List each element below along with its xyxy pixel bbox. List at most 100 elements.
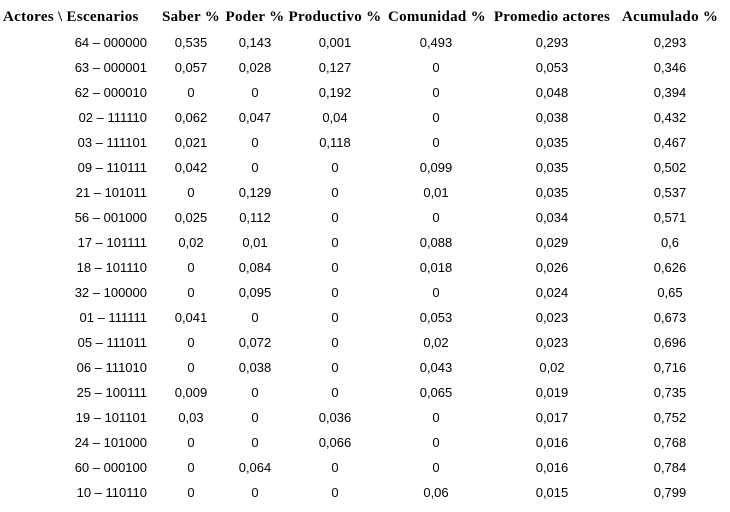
value-cell: 0,784 <box>653 460 687 475</box>
table-row: 09 – 110111 0,042 0 0 0,099 0,035 0,502 <box>0 155 730 180</box>
value-cell: 0,048 <box>535 85 569 100</box>
value-cell: 0 <box>187 335 195 350</box>
value-cell: 0,752 <box>653 410 687 425</box>
value-cell: 0,017 <box>535 410 569 425</box>
actor-scenario-cell: 19 – 101101 <box>75 410 147 425</box>
actor-scenario-cell: 06 – 111010 <box>76 360 147 375</box>
value-cell: 0 <box>432 460 440 475</box>
value-cell: 0 <box>251 435 259 450</box>
col-header-promedio-actores: Promedio actores <box>493 8 611 25</box>
value-cell: 0,192 <box>318 85 352 100</box>
value-cell: 0 <box>432 435 440 450</box>
col-header-productivo: Productivo % <box>288 8 382 25</box>
value-cell: 0,673 <box>653 310 687 325</box>
value-cell: 0,036 <box>318 410 352 425</box>
value-cell: 0,016 <box>535 435 569 450</box>
value-cell: 0,001 <box>318 35 352 50</box>
col-header-saber: Saber % <box>161 8 221 25</box>
actor-scenario-cell: 32 – 100000 <box>74 285 147 300</box>
actor-scenario-cell: 21 – 101011 <box>75 185 147 200</box>
value-cell: 0,041 <box>174 310 208 325</box>
value-cell: 0 <box>331 360 339 375</box>
value-cell: 0,06 <box>423 485 449 500</box>
value-cell: 0,293 <box>535 35 569 50</box>
value-cell: 0 <box>187 185 195 200</box>
value-cell: 0 <box>187 360 195 375</box>
value-cell: 0 <box>331 160 339 175</box>
value-cell: 0,293 <box>653 35 687 50</box>
value-cell: 0,062 <box>174 110 208 125</box>
table-body: 64 – 000000 0,535 0,143 0,001 0,493 0,293 0,29… <box>0 30 730 505</box>
col-header-comunidad: Comunidad % <box>388 8 486 25</box>
value-cell: 0,716 <box>653 360 687 375</box>
value-cell: 0,021 <box>174 135 208 150</box>
actor-scenario-cell: 62 – 000010 <box>74 85 147 100</box>
value-cell: 0 <box>251 85 259 100</box>
table-row: 62 – 000010 0 0 0,192 0 0,048 0,394 <box>0 80 730 105</box>
value-cell: 0,6 <box>660 235 680 250</box>
actor-scenario-cell: 17 – 101111 <box>77 235 147 250</box>
value-cell: 0 <box>187 285 195 300</box>
table-row: 05 – 111011 0 0,072 0 0,02 0,023 0,696 <box>0 330 730 355</box>
actor-scenario-cell: 25 – 100111 <box>76 385 147 400</box>
value-cell: 0,038 <box>238 360 272 375</box>
value-cell: 0,042 <box>174 160 208 175</box>
actor-scenario-cell: 24 – 101000 <box>74 435 147 450</box>
value-cell: 0 <box>331 210 339 225</box>
value-cell: 0,01 <box>423 185 449 200</box>
value-cell: 0 <box>251 485 259 500</box>
value-cell: 0,696 <box>653 335 687 350</box>
value-cell: 0,018 <box>419 260 453 275</box>
value-cell: 0,053 <box>535 60 569 75</box>
actors-scenarios-probability-table: Actores \ Escenarios Saber % Poder % Pro… <box>0 4 730 505</box>
actor-scenario-cell: 56 – 001000 <box>74 210 147 225</box>
value-cell: 0,735 <box>653 385 687 400</box>
table-row: 18 – 101110 0 0,084 0 0,018 0,026 0,626 <box>0 255 730 280</box>
header-row: Actores \ Escenarios Saber % Poder % Pro… <box>0 4 730 30</box>
value-cell: 0 <box>251 160 259 175</box>
value-cell: 0,035 <box>535 160 569 175</box>
value-cell: 0 <box>251 135 259 150</box>
value-cell: 0,127 <box>318 60 352 75</box>
value-cell: 0,02 <box>178 235 204 250</box>
value-cell: 0,072 <box>238 335 272 350</box>
value-cell: 0 <box>331 235 339 250</box>
actor-scenario-cell: 60 – 000100 <box>74 460 147 475</box>
value-cell: 0 <box>251 410 259 425</box>
table-row: 21 – 101011 0 0,129 0 0,01 0,035 0,537 <box>0 180 730 205</box>
actor-scenario-cell: 10 – 110110 <box>76 485 147 500</box>
value-cell: 0 <box>331 485 339 500</box>
value-cell: 0,129 <box>238 185 272 200</box>
table-row: 64 – 000000 0,535 0,143 0,001 0,493 0,293 0,29… <box>0 30 730 55</box>
table-row: 63 – 000001 0,057 0,028 0,127 0 0,053 0,346 <box>0 55 730 80</box>
actor-scenario-cell: 63 – 000001 <box>74 60 147 75</box>
value-cell: 0,768 <box>653 435 687 450</box>
value-cell: 0,112 <box>239 210 271 225</box>
col-header-actores-escenarios: Actores \ Escenarios <box>3 8 139 25</box>
value-cell: 0,04 <box>322 110 348 125</box>
value-cell: 0,535 <box>174 35 208 50</box>
value-cell: 0 <box>432 410 440 425</box>
value-cell: 0,038 <box>535 110 569 125</box>
value-cell: 0 <box>187 260 195 275</box>
value-cell: 0,118 <box>319 135 351 150</box>
actor-scenario-cell: 18 – 101110 <box>76 260 147 275</box>
actor-scenario-cell: 01 – 111111 <box>79 310 147 325</box>
value-cell: 0,346 <box>653 60 687 75</box>
col-header-acumulado: Acumulado % <box>622 8 719 25</box>
value-cell: 0 <box>331 260 339 275</box>
value-cell: 0 <box>331 385 339 400</box>
value-cell: 0,047 <box>238 110 272 125</box>
value-cell: 0,028 <box>238 60 272 75</box>
table-row: 56 – 001000 0,025 0,112 0 0 0,034 0,571 <box>0 205 730 230</box>
value-cell: 0,053 <box>419 310 453 325</box>
value-cell: 0,015 <box>535 485 569 500</box>
table-row: 17 – 101111 0,02 0,01 0 0,088 0,029 0,6 <box>0 230 730 255</box>
value-cell: 0 <box>432 135 440 150</box>
actor-scenario-cell: 02 – 111110 <box>78 110 147 125</box>
value-cell: 0,066 <box>318 435 352 450</box>
value-cell: 0,057 <box>174 60 208 75</box>
table-row: 10 – 110110 0 0 0 0,06 0,015 0,799 <box>0 480 730 505</box>
value-cell: 0,088 <box>419 235 453 250</box>
table-row: 25 – 100111 0,009 0 0 0,065 0,019 0,735 <box>0 380 730 405</box>
